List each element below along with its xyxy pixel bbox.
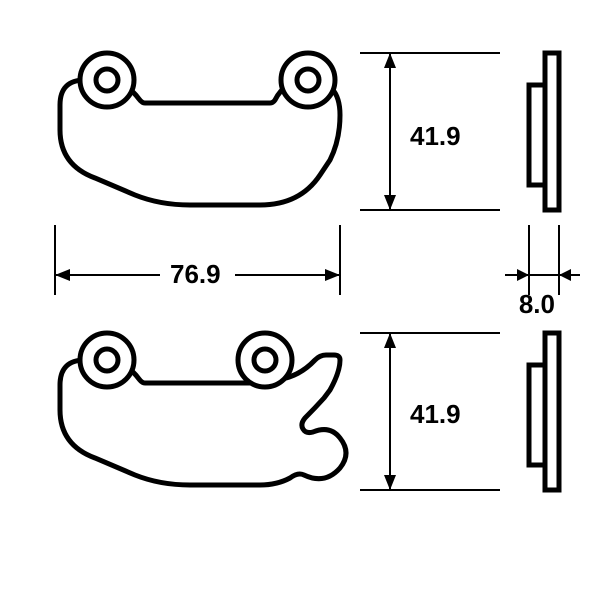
label-height-bottom: 41.9 xyxy=(410,399,461,429)
technical-drawing: 41.9 76.9 8.0 41.9 xyxy=(0,0,600,600)
bottom-pad-outline xyxy=(60,333,346,485)
label-thickness: 8.0 xyxy=(519,289,555,319)
dim-height-bottom: 41.9 xyxy=(360,333,500,490)
bottom-side-profile xyxy=(529,333,559,490)
label-height-top: 41.9 xyxy=(410,121,461,151)
drawing-svg: 41.9 76.9 8.0 41.9 xyxy=(0,0,600,600)
top-pad-outline xyxy=(60,53,340,205)
label-width: 76.9 xyxy=(170,259,221,289)
top-side-profile xyxy=(529,53,559,210)
dim-width: 76.9 xyxy=(55,225,340,295)
dim-height-top: 41.9 xyxy=(360,53,500,210)
dim-thickness: 8.0 xyxy=(505,225,580,319)
